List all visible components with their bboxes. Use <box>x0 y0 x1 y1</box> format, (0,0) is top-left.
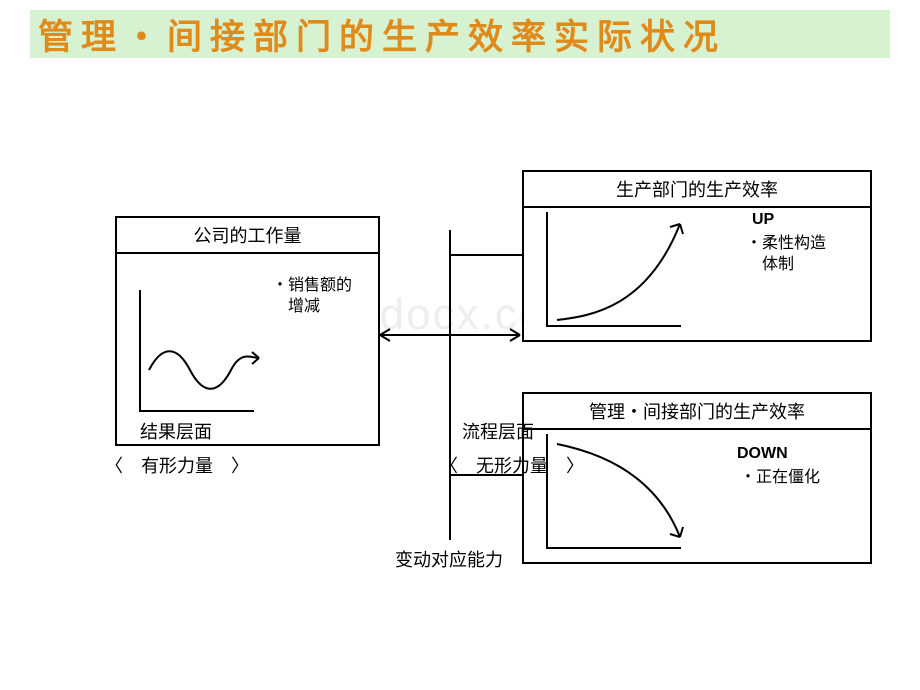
variation-capability-label: 变动对应能力 <box>395 546 503 572</box>
intangible-force-label: 〈 无形力量 〉 <box>440 452 584 478</box>
process-layer-label: 流程层面 <box>462 418 534 444</box>
connector-lines <box>0 0 920 690</box>
